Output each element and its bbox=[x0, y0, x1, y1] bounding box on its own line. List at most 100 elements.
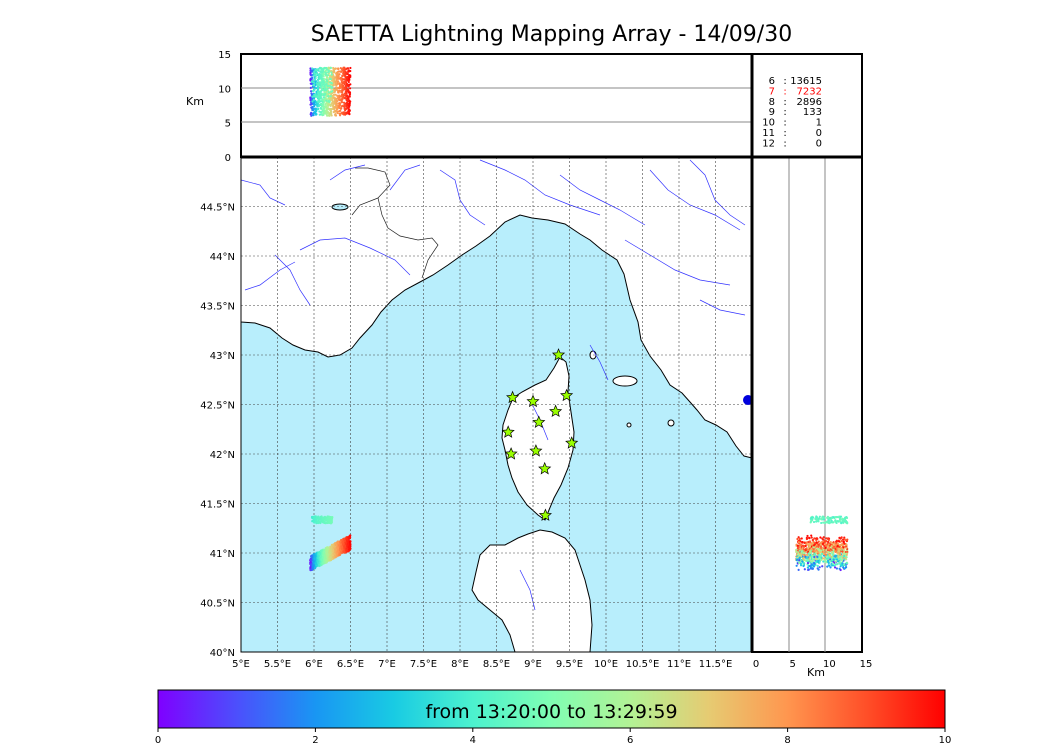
source-point bbox=[844, 516, 847, 519]
source-point bbox=[312, 83, 316, 87]
source-point bbox=[349, 66, 352, 70]
source-point bbox=[313, 521, 316, 524]
source-point bbox=[838, 562, 841, 565]
source-point bbox=[341, 104, 344, 108]
top-altitude-panel: 0 5 10 15 Km bbox=[186, 50, 753, 164]
source-point bbox=[822, 557, 825, 560]
source-point bbox=[816, 567, 819, 570]
source-point bbox=[347, 79, 350, 82]
source-point bbox=[345, 101, 349, 104]
source-point bbox=[326, 80, 329, 83]
colorbar-tick-label: 2 bbox=[312, 735, 318, 746]
source-point bbox=[832, 548, 835, 551]
source-point bbox=[317, 91, 320, 94]
source-point bbox=[317, 99, 320, 102]
svg-text:9: 9 bbox=[769, 107, 775, 118]
source-point bbox=[326, 546, 329, 549]
lon-tick-label: 11.5°E bbox=[699, 659, 733, 670]
source-point bbox=[820, 521, 823, 525]
source-point bbox=[334, 80, 338, 83]
source-point bbox=[346, 72, 349, 76]
source-point bbox=[348, 102, 351, 105]
source-point bbox=[309, 90, 313, 93]
source-point bbox=[822, 521, 825, 524]
source-point bbox=[312, 81, 315, 84]
source-point bbox=[817, 540, 820, 543]
source-point bbox=[801, 560, 804, 563]
source-point bbox=[328, 100, 331, 104]
colorbar-tick-label: 0 bbox=[155, 735, 161, 746]
source-point bbox=[323, 93, 327, 96]
source-point bbox=[349, 74, 352, 77]
source-point bbox=[339, 76, 342, 80]
source-point bbox=[321, 103, 324, 106]
source-point bbox=[346, 76, 349, 80]
source-point bbox=[337, 70, 341, 73]
source-point bbox=[336, 100, 339, 103]
source-point bbox=[345, 105, 348, 108]
source-point bbox=[329, 97, 332, 100]
source-point bbox=[327, 557, 330, 561]
source-point bbox=[327, 114, 330, 117]
source-point bbox=[329, 66, 333, 69]
source-point bbox=[338, 87, 342, 90]
source-point bbox=[841, 550, 844, 553]
source-point bbox=[334, 83, 337, 86]
elba-island bbox=[612, 375, 638, 387]
source-point bbox=[313, 555, 316, 558]
source-point bbox=[340, 545, 343, 548]
source-point bbox=[331, 95, 334, 98]
source-point bbox=[805, 541, 808, 544]
giglio-island bbox=[667, 419, 675, 427]
source-point bbox=[311, 95, 314, 98]
country-border bbox=[355, 167, 439, 279]
source-point bbox=[838, 519, 842, 523]
source-point bbox=[326, 84, 329, 88]
source-point bbox=[310, 69, 313, 72]
source-point bbox=[827, 554, 830, 557]
colorbar-tick-label: 6 bbox=[627, 735, 633, 746]
side-alt-tick-label: 10 bbox=[823, 659, 836, 670]
source-point bbox=[326, 68, 329, 71]
lon-tick-label: 6°E bbox=[305, 659, 323, 670]
side-lightning-sources bbox=[794, 515, 849, 572]
source-point bbox=[347, 104, 350, 107]
source-point bbox=[319, 555, 323, 558]
source-point bbox=[325, 518, 328, 521]
source-point bbox=[348, 91, 351, 94]
source-point bbox=[343, 88, 346, 91]
source-point bbox=[324, 91, 328, 94]
source-point bbox=[336, 75, 340, 78]
source-point bbox=[817, 520, 820, 523]
station-star-icon bbox=[504, 447, 518, 460]
source-point bbox=[331, 107, 334, 111]
source-point bbox=[828, 553, 831, 557]
source-point bbox=[834, 520, 837, 523]
source-point bbox=[843, 542, 846, 545]
source-point bbox=[837, 540, 841, 543]
source-point bbox=[798, 559, 801, 562]
source-point bbox=[825, 537, 828, 540]
map-lightning-sources bbox=[309, 515, 352, 572]
source-point bbox=[842, 551, 846, 554]
svg-text:2896: 2896 bbox=[797, 97, 822, 108]
source-point bbox=[797, 536, 800, 539]
stats-row: 10: 1 bbox=[762, 118, 822, 129]
svg-text:12: 12 bbox=[762, 138, 775, 149]
source-point bbox=[330, 516, 334, 520]
colorbar-tick-label: 10 bbox=[939, 735, 952, 746]
source-point bbox=[826, 516, 829, 519]
source-point bbox=[807, 543, 811, 546]
montecristo-island bbox=[626, 422, 632, 428]
source-point bbox=[348, 87, 352, 90]
source-point bbox=[314, 86, 318, 90]
source-point bbox=[821, 515, 824, 518]
source-point bbox=[799, 548, 802, 551]
source-point bbox=[332, 103, 335, 106]
source-point bbox=[325, 550, 329, 553]
source-point bbox=[845, 547, 848, 550]
station-star-icon bbox=[560, 388, 574, 402]
source-point bbox=[819, 543, 822, 546]
source-point bbox=[320, 87, 323, 90]
